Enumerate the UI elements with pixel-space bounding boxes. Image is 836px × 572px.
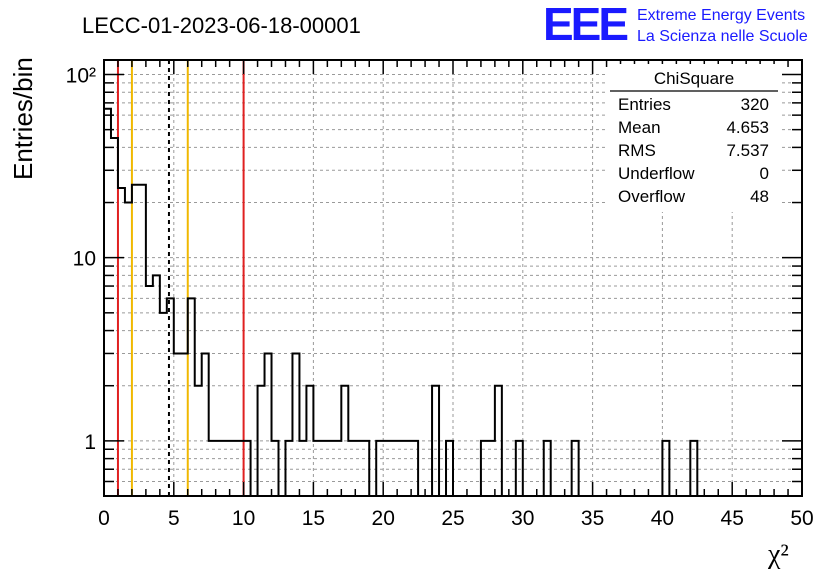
x-tick-label: 30 [511, 507, 534, 530]
x-tick-label: 50 [790, 507, 813, 530]
stats-label: Entries [618, 95, 671, 114]
stats-value: 0 [760, 164, 769, 183]
y-tick-labels: 1 10 10² [66, 65, 96, 454]
stats-label: Overflow [618, 187, 686, 206]
logo-mark: EEE [543, 0, 627, 50]
x-tick-label: 25 [441, 507, 464, 530]
x-tick-label: 10 [232, 507, 255, 530]
stats-title: ChiSquare [654, 69, 734, 88]
x-tick-label: 40 [651, 507, 674, 530]
stats-value: 320 [741, 95, 769, 114]
stats-value: 7.537 [726, 141, 769, 160]
reference-lines [116, 60, 245, 496]
chart-title: LECC-01-2023-06-18-00001 [82, 13, 361, 38]
x-tick-label: 20 [372, 507, 395, 530]
stats-label: RMS [618, 141, 656, 160]
x-tick-labels: 0 5 10 15 20 25 30 35 40 45 50 [98, 507, 814, 530]
grid-lines [104, 60, 802, 496]
logo-line-1: Extreme Energy Events [637, 7, 805, 24]
x-tick-label: 15 [302, 507, 325, 530]
stats-box-background [608, 64, 780, 212]
stats-value: 48 [750, 187, 769, 206]
y-tick-label: 10 [73, 248, 96, 271]
stats-box: ChiSquare Entries 320 Mean 4.653 RMS 7.537 Und… [608, 64, 780, 212]
x-tick-label: 45 [721, 507, 744, 530]
y-tick-label: 1 [84, 431, 96, 454]
logo-line-2: La Scienza nelle Scuole [637, 28, 808, 45]
stats-rows: Entries 320 Mean 4.653 RMS 7.537 Underflow 0 Ove… [618, 95, 769, 206]
stats-label: Mean [618, 118, 661, 137]
stats-label: Underflow [618, 164, 695, 183]
x-axis-label: χ² [767, 539, 789, 570]
axis-ticks [103, 60, 803, 497]
x-tick-label: 5 [168, 507, 180, 530]
x-tick-label: 0 [98, 507, 110, 530]
eee-logo: EEE Extreme Energy Events La Scienza nel… [543, 0, 808, 50]
stats-value: 4.653 [726, 118, 769, 137]
y-tick-label: 10² [66, 65, 96, 88]
y-axis-label: Entries/bin [8, 57, 38, 180]
x-tick-label: 35 [581, 507, 604, 530]
